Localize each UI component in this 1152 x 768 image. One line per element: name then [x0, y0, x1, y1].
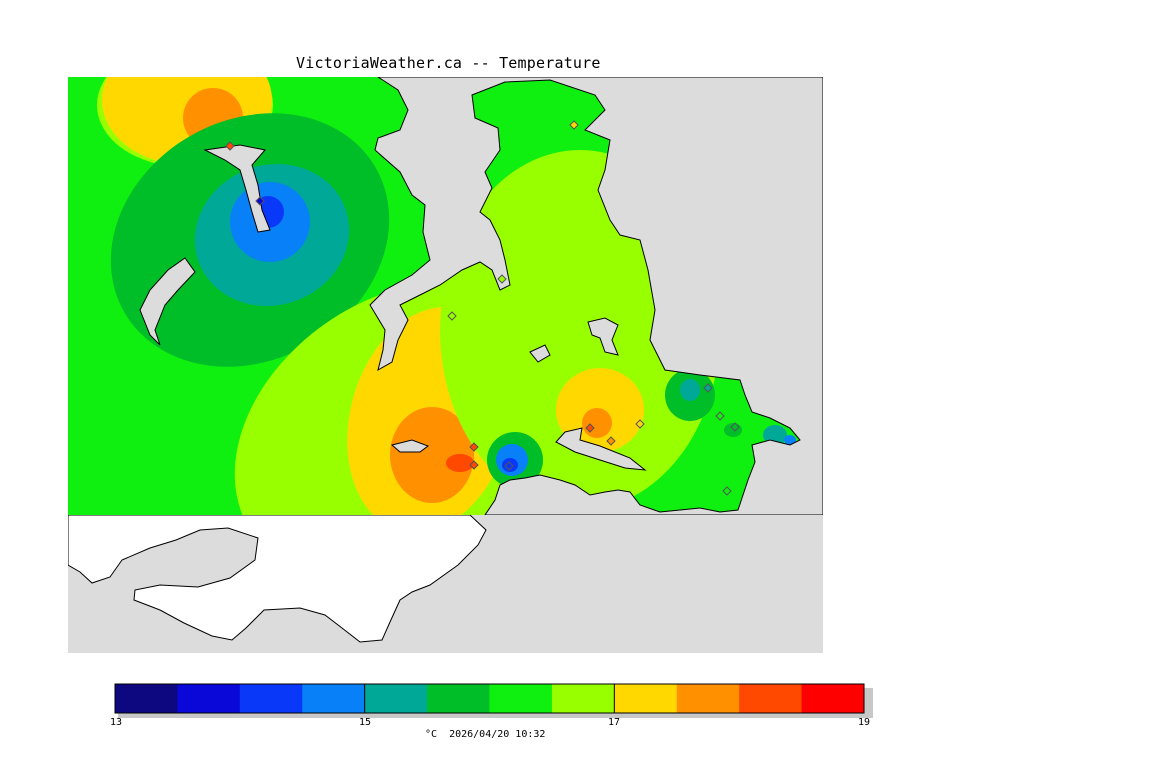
- station-marker: [469, 442, 479, 452]
- station-marker: [722, 486, 732, 496]
- legend-tick-13: 13: [109, 717, 123, 728]
- station-marker: [585, 423, 595, 433]
- water-areas: [369, 77, 823, 515]
- legend-tick-15: 15: [358, 717, 372, 728]
- coastline-features: [139, 144, 647, 471]
- station-marker: [606, 436, 616, 446]
- station-marker: [447, 311, 457, 321]
- station-marker: [469, 460, 479, 470]
- station-marker: [504, 461, 514, 471]
- station-marker: [635, 419, 645, 429]
- station-markers: [225, 120, 740, 496]
- southern-landmass: [68, 514, 487, 643]
- legend-tick-19: 19: [857, 717, 871, 728]
- station-marker: [703, 383, 713, 393]
- station-marker: [497, 274, 507, 284]
- station-marker: [255, 196, 265, 206]
- station-marker: [569, 120, 579, 130]
- legend-tick-17: 17: [607, 717, 621, 728]
- legend-unit-timestamp: °C 2026/04/20 10:32: [425, 729, 546, 740]
- station-marker: [715, 411, 725, 421]
- station-marker: [730, 422, 740, 432]
- station-marker: [225, 141, 235, 151]
- map-title: VictoriaWeather.ca -- Temperature: [296, 54, 601, 72]
